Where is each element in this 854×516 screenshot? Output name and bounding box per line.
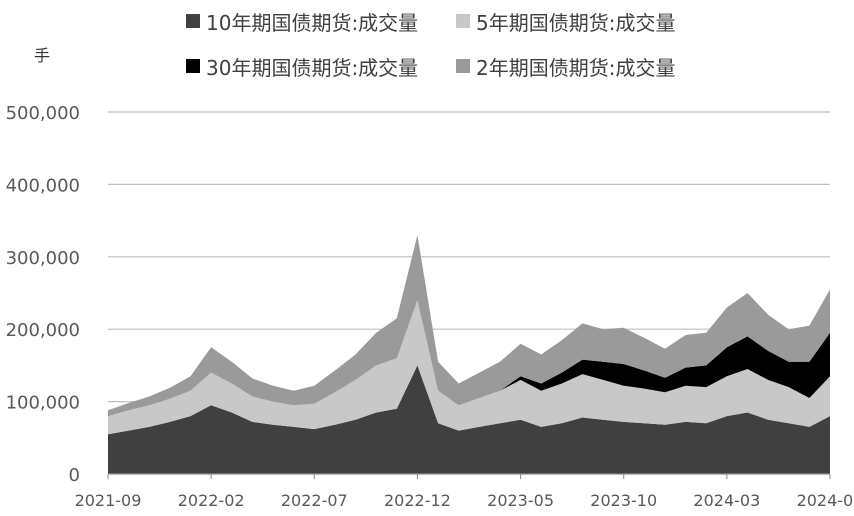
legend-swatch-ten-year xyxy=(186,14,200,28)
series-area-4 xyxy=(108,235,830,417)
x-tick-label: 2024-08 xyxy=(797,491,854,510)
legend-item-five-year: 5年期国债期货:成交量 xyxy=(456,6,675,36)
legend-label-ten-year: 10年期国债期货:成交量 xyxy=(206,10,419,35)
y-axis-unit-label: 手 xyxy=(34,46,51,65)
x-tick-label: 2024-03 xyxy=(693,491,760,510)
y-tick-label: 300,000 xyxy=(6,248,80,269)
legend-item-ten-year: 10年期国债期货:成交量 xyxy=(186,6,418,36)
legend-item-two-year: 2年期国债期货:成交量 xyxy=(456,51,675,81)
legend-row-1: 10年期国债期货:成交量 5年期国债期货:成交量 xyxy=(0,6,854,36)
legend-label-thirty-year: 30年期国债期货:成交量 xyxy=(206,55,419,80)
series-area-1 xyxy=(108,365,830,474)
legend-swatch-five-year xyxy=(456,14,470,28)
legend-row-2: 30年期国债期货:成交量 2年期国债期货:成交量 xyxy=(0,51,854,81)
legend-label-five-year: 5年期国债期货:成交量 xyxy=(476,10,676,35)
x-tick-label: 2021-09 xyxy=(75,491,142,510)
y-tick-label: 400,000 xyxy=(6,175,80,196)
y-tick-label: 100,000 xyxy=(6,393,80,414)
x-tick-label: 2022-02 xyxy=(178,491,245,510)
x-tick-label: 2023-10 xyxy=(590,491,657,510)
legend-swatch-two-year xyxy=(456,59,470,73)
y-tick-label: 200,000 xyxy=(6,320,80,341)
x-tick-label: 2022-12 xyxy=(384,491,451,510)
y-tick-label: 500,000 xyxy=(6,103,80,124)
legend-item-thirty-year: 30年期国债期货:成交量 xyxy=(186,51,418,81)
series-area-2 xyxy=(108,300,830,435)
series-areas xyxy=(108,235,830,474)
x-axis-ticks: 2021-09 2022-02 2022-07 2022-12 2023-05 2023-… xyxy=(75,474,854,510)
x-tick-label: 2022-07 xyxy=(281,491,348,510)
y-axis-ticks: 0 100,000 200,000 300,000 400,000 500,000 xyxy=(6,103,80,486)
legend-label-two-year: 2年期国债期货:成交量 xyxy=(476,55,676,80)
series-area-3 xyxy=(108,300,830,417)
x-tick-label: 2023-05 xyxy=(487,491,554,510)
legend-swatch-thirty-year xyxy=(186,59,200,73)
y-tick-label: 0 xyxy=(69,465,80,486)
